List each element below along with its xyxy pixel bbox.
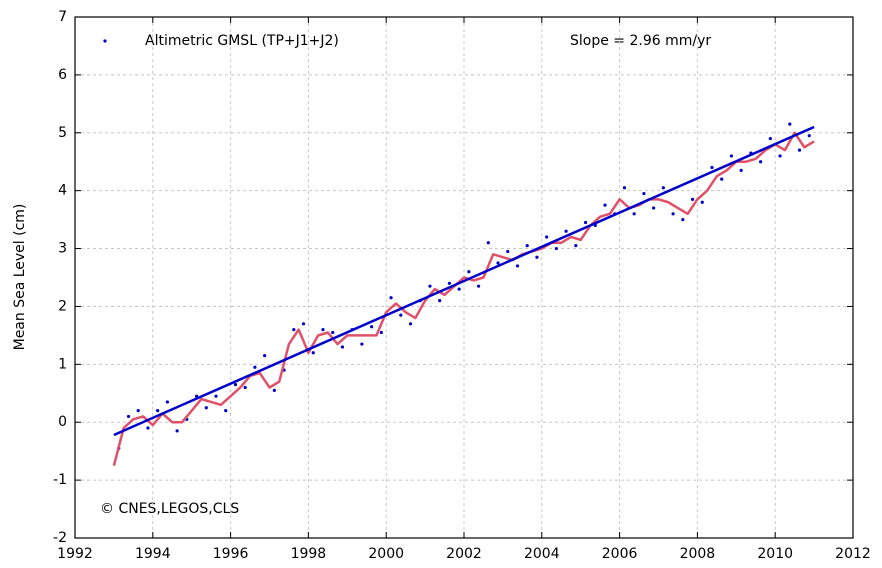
data-point [778,154,782,158]
data-point [583,220,588,225]
data-point [506,249,510,254]
data-point [263,354,267,358]
data-point [545,235,549,239]
x-tick-label: 1996 [213,546,249,562]
data-point [642,191,646,196]
data-point [652,206,656,210]
data-point [739,168,743,173]
data-point [370,325,374,329]
data-point [428,284,432,288]
data-point [272,388,276,392]
data-point [224,409,228,413]
legend-label: Altimetric GMSL (TP+J1+J2) [145,33,339,49]
data-point [447,281,452,285]
data-point [476,284,481,288]
data-point [574,244,578,248]
data-point [311,351,315,355]
x-tick-label: 2002 [446,546,482,562]
data-point [632,212,636,216]
y-tick-label: -2 [53,530,67,546]
data-point [681,218,685,222]
data-point [759,160,763,164]
y-tick-label: 2 [58,298,67,314]
y-tick-label: 7 [58,9,67,25]
data-point [768,136,772,141]
y-tick-label: -1 [53,472,67,488]
data-point [399,313,403,317]
x-tick-label: 2008 [680,546,716,562]
data-point [146,426,150,430]
data-point [564,229,568,233]
data-point [700,200,704,204]
data-point [214,394,218,398]
data-point [126,414,131,419]
x-tick-label: 2000 [368,546,404,562]
data-point [301,322,306,326]
y-tick-label: 4 [58,183,67,199]
legend-marker [103,39,107,43]
data-point [486,241,490,245]
y-tick-label: 3 [58,241,67,257]
data-point [797,148,802,152]
data-point [204,406,208,410]
data-point [720,177,724,181]
data-point [457,287,461,291]
data-point [438,299,442,303]
data-point [603,203,607,207]
data-point [515,264,520,268]
data-point [671,212,675,216]
data-point [729,154,734,158]
y-tick-label: 1 [58,356,67,372]
data-point [525,244,529,248]
data-point [156,409,160,413]
y-tick-label: 5 [58,125,67,141]
data-point [554,246,558,251]
data-point [496,261,500,265]
data-point [408,322,413,326]
x-tick-label: 2006 [602,546,638,562]
x-tick-label: 2010 [757,546,793,562]
x-tick-label: 1998 [291,546,327,562]
x-tick-label: 2004 [524,546,560,562]
data-point [807,134,811,138]
y-tick-label: 0 [58,414,67,430]
data-point [690,197,695,201]
data-point [175,429,179,433]
data-point [243,385,247,390]
data-point [788,122,792,126]
x-tick-label: 1992 [57,546,93,562]
y-axis-label: Mean Sea Level (cm) [12,204,28,351]
data-line [113,125,815,437]
data-point [379,330,383,335]
data-point [710,165,714,170]
data-point [661,186,665,190]
data-point [331,330,335,335]
data-point [622,186,627,190]
y-tick-label: 6 [58,67,67,83]
credit-annotation: © CNES,LEGOS,CLS [100,501,239,517]
data-point [165,400,169,404]
data-point [360,342,364,346]
data-point [253,365,257,369]
data-point [467,270,471,274]
x-tick-label: 2012 [835,546,871,562]
data-point [292,328,296,332]
plot-frame [74,16,854,539]
data-point [321,328,325,332]
data-point [136,409,140,413]
slope-annotation: Slope = 2.96 mm/yr [570,33,711,49]
data-point [535,255,539,259]
data-point [340,345,345,349]
data-point [233,382,238,387]
x-tick-label: 1994 [135,546,171,562]
data-point [389,296,393,300]
data-line [112,131,815,466]
